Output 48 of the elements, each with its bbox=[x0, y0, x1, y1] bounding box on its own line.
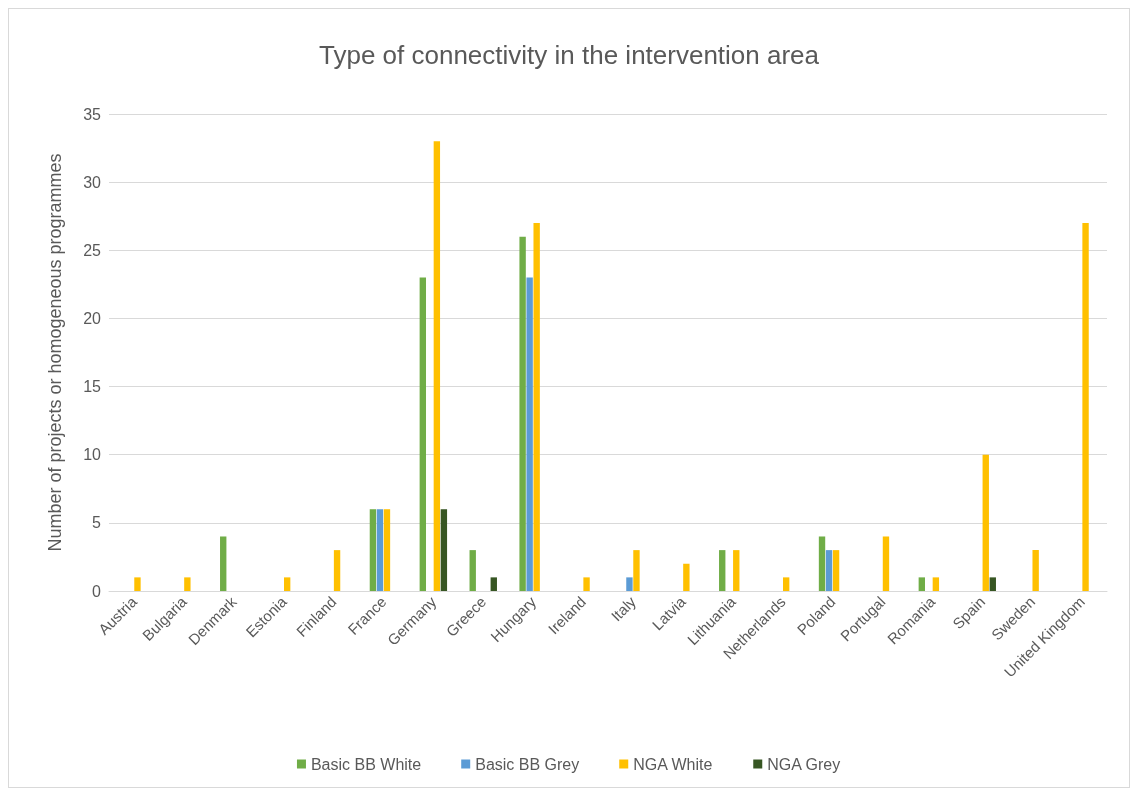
y-tick-label: 25 bbox=[83, 241, 102, 259]
bar bbox=[519, 236, 526, 591]
chart-title: Type of connectivity in the intervention area bbox=[318, 40, 820, 70]
bar bbox=[220, 536, 227, 591]
bar bbox=[134, 577, 141, 591]
bar bbox=[1032, 550, 1039, 591]
y-tick-label: 20 bbox=[83, 309, 102, 327]
legend-label: NGA White bbox=[633, 755, 713, 773]
bar bbox=[469, 550, 476, 591]
bar bbox=[333, 550, 341, 591]
bar bbox=[818, 536, 826, 591]
bar bbox=[683, 563, 690, 591]
bar bbox=[918, 577, 926, 591]
bar bbox=[433, 141, 441, 591]
bar bbox=[733, 550, 740, 591]
y-tick-label: 5 bbox=[92, 514, 102, 532]
bar bbox=[832, 550, 840, 591]
bar bbox=[982, 454, 989, 591]
bar bbox=[583, 577, 590, 591]
legend-label: NGA Grey bbox=[767, 755, 841, 773]
bar bbox=[633, 550, 640, 591]
bar bbox=[1082, 223, 1089, 591]
bar bbox=[782, 577, 790, 591]
bar bbox=[419, 277, 427, 591]
bar bbox=[825, 550, 833, 591]
x-tick-label: Italy bbox=[607, 592, 640, 625]
bar bbox=[490, 577, 497, 591]
y-tick-label: 0 bbox=[92, 582, 102, 600]
legend-label: Basic BB White bbox=[310, 755, 422, 773]
bar bbox=[369, 509, 377, 591]
y-tick-label: 10 bbox=[83, 446, 102, 464]
bar bbox=[719, 550, 726, 591]
bar bbox=[383, 509, 391, 591]
bar bbox=[626, 577, 633, 591]
bar bbox=[440, 509, 448, 591]
y-tick-label: 15 bbox=[83, 378, 102, 396]
bar bbox=[283, 577, 291, 591]
y-axis-title: Number of projects or homogeneous programmes bbox=[45, 153, 65, 552]
y-tick-label: 30 bbox=[83, 173, 102, 191]
legend-label: Basic BB Grey bbox=[475, 755, 580, 773]
bar bbox=[376, 509, 384, 591]
bar bbox=[526, 277, 533, 591]
y-tick-label: 35 bbox=[83, 105, 102, 123]
bar bbox=[533, 223, 540, 591]
bar bbox=[932, 577, 940, 591]
bar bbox=[184, 577, 191, 591]
bar bbox=[989, 577, 996, 591]
bar bbox=[882, 536, 890, 591]
